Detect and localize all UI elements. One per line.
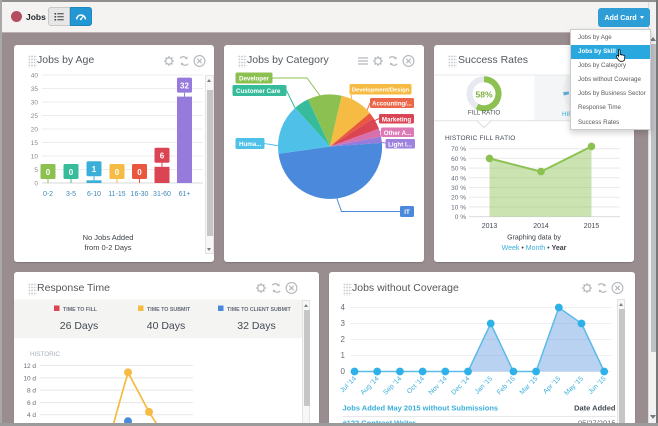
svg-text:0 %: 0 % <box>455 214 466 221</box>
svg-text:Huma...: Huma... <box>239 141 262 148</box>
svg-text:4: 4 <box>341 303 346 312</box>
svg-text:3: 3 <box>341 319 346 328</box>
svg-text:6-10: 6-10 <box>87 191 101 198</box>
svg-text:31-60: 31-60 <box>153 191 171 198</box>
svg-text:FILL RATIO: FILL RATIO <box>468 110 501 117</box>
svg-text:from 0-2 Days: from 0-2 Days <box>84 243 131 252</box>
svg-text:11-15: 11-15 <box>108 191 125 198</box>
svg-text:1: 1 <box>341 351 346 360</box>
svg-text:Jobs Added May 2015 without Su: Jobs Added May 2015 without Submissions <box>343 404 499 413</box>
svg-text:May '15: May '15 <box>563 375 585 397</box>
svg-text:25: 25 <box>31 113 39 120</box>
svg-text:Development/Design: Development/Design <box>352 88 410 94</box>
svg-text:10 d: 10 d <box>23 375 36 382</box>
svg-text:32 Days: 32 Days <box>237 320 276 332</box>
svg-text:Jul '14: Jul '14 <box>339 375 358 394</box>
svg-text:12 d: 12 d <box>23 363 36 370</box>
svg-text:Sep '14: Sep '14 <box>382 375 403 396</box>
svg-text:10 %: 10 % <box>451 204 466 211</box>
svg-text:0: 0 <box>46 168 51 177</box>
svg-text:20 %: 20 % <box>451 195 466 202</box>
svg-text:8 d: 8 d <box>27 388 36 395</box>
svg-text:58%: 58% <box>475 89 492 99</box>
svg-text:Light I...: Light I... <box>388 141 412 148</box>
svg-text:15: 15 <box>31 140 39 147</box>
svg-text:6 d: 6 d <box>27 400 36 407</box>
svg-text:Mar '15: Mar '15 <box>519 375 540 396</box>
svg-text:40 Days: 40 Days <box>147 320 186 332</box>
svg-text:Graphing data by: Graphing data by <box>507 235 561 242</box>
svg-text:32: 32 <box>180 81 189 90</box>
svg-text:1: 1 <box>92 165 97 174</box>
svg-text:70 %: 70 % <box>451 146 466 153</box>
svg-text:#122 Contract Writer: #122 Contract Writer <box>343 419 416 426</box>
svg-text:HISTORIC FILL RATIO: HISTORIC FILL RATIO <box>445 135 516 142</box>
svg-text:0: 0 <box>137 168 142 177</box>
svg-text:IT: IT <box>404 209 410 216</box>
svg-text:Marketing: Marketing <box>382 116 411 123</box>
svg-text:TIME TO FILL: TIME TO FILL <box>63 307 98 313</box>
svg-text:Dec '14: Dec '14 <box>450 375 471 396</box>
svg-text:20: 20 <box>31 127 39 134</box>
svg-text:Customer Care: Customer Care <box>236 88 281 95</box>
svg-text:Aug '14: Aug '14 <box>360 375 381 396</box>
svg-text:2014: 2014 <box>533 223 549 230</box>
svg-text:30 %: 30 % <box>451 185 466 192</box>
svg-text:05/27/2015: 05/27/2015 <box>578 419 616 426</box>
svg-text:Jun '15: Jun '15 <box>587 375 607 395</box>
svg-text:0: 0 <box>341 367 346 376</box>
svg-text:4 d: 4 d <box>27 412 36 419</box>
svg-text:16-30: 16-30 <box>131 191 149 198</box>
svg-text:0-2: 0-2 <box>43 191 53 198</box>
svg-text:30: 30 <box>31 100 39 107</box>
svg-text:50 %: 50 % <box>451 166 466 173</box>
svg-text:5: 5 <box>34 167 38 174</box>
svg-text:35: 35 <box>31 86 39 93</box>
svg-text:No Jobs Added: No Jobs Added <box>83 233 134 242</box>
svg-text:Week • Month • Year: Week • Month • Year <box>502 245 567 252</box>
svg-text:40 %: 40 % <box>451 175 466 182</box>
svg-text:Apr '15: Apr '15 <box>542 375 562 395</box>
svg-text:Developer: Developer <box>239 76 270 83</box>
svg-text:Nov '14: Nov '14 <box>428 375 449 396</box>
svg-text:3-5: 3-5 <box>66 191 76 198</box>
svg-text:0: 0 <box>115 168 120 177</box>
svg-text:61+: 61+ <box>179 191 191 198</box>
svg-text:0: 0 <box>69 168 74 177</box>
svg-text:Oct '14: Oct '14 <box>406 375 426 395</box>
svg-text:Other A...: Other A... <box>384 130 412 137</box>
svg-text:HISTORIC: HISTORIC <box>30 351 60 358</box>
svg-text:10: 10 <box>31 154 39 161</box>
svg-text:6: 6 <box>160 152 165 161</box>
svg-text:2013: 2013 <box>482 223 498 230</box>
svg-text:Jan '15: Jan '15 <box>474 375 494 395</box>
svg-text:TIME TO CLIENT SUBMIT: TIME TO CLIENT SUBMIT <box>227 307 292 313</box>
svg-text:40: 40 <box>31 73 39 80</box>
svg-text:2015: 2015 <box>584 223 600 230</box>
svg-text:2: 2 <box>341 335 346 344</box>
svg-text:Date Added: Date Added <box>574 404 616 413</box>
svg-text:60 %: 60 % <box>451 156 466 163</box>
svg-text:Feb '15: Feb '15 <box>496 375 517 396</box>
svg-text:26 Days: 26 Days <box>60 320 99 332</box>
svg-text:Accounting/...: Accounting/... <box>372 102 412 108</box>
svg-text:TIME TO SUBMIT: TIME TO SUBMIT <box>147 307 191 313</box>
svg-text:0: 0 <box>34 181 38 188</box>
